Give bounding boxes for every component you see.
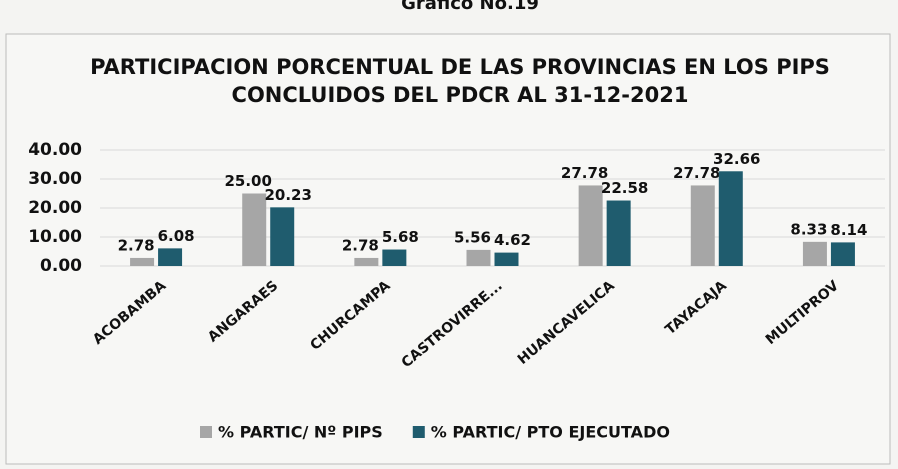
value-label: 27.78 [561, 164, 608, 182]
value-label: 32.66 [713, 150, 760, 168]
value-label: 27.78 [673, 164, 720, 182]
value-label: 6.08 [158, 227, 195, 245]
y-tick-label: 20.00 [28, 198, 82, 218]
value-label: 4.62 [494, 231, 531, 249]
bar [802, 241, 827, 266]
value-label: 20.23 [264, 186, 311, 204]
value-label: 25.00 [224, 172, 271, 190]
legend-swatch [200, 426, 212, 438]
bar [718, 171, 743, 266]
chart-title: PARTICIPACION PORCENTUAL DE LAS PROVINCI… [90, 55, 830, 79]
bar [494, 252, 519, 266]
bar [130, 257, 155, 266]
y-tick-label: 10.00 [28, 227, 82, 247]
bar [242, 193, 267, 266]
bar [830, 242, 855, 266]
bar [270, 207, 295, 266]
value-label: 5.68 [382, 228, 419, 246]
value-label: 5.56 [454, 228, 491, 246]
value-label: 2.78 [342, 236, 379, 254]
y-tick-label: 30.00 [28, 169, 82, 189]
bar [578, 185, 603, 266]
bar [354, 257, 379, 266]
bar [382, 249, 407, 266]
legend-swatch [412, 426, 425, 438]
bar [606, 200, 631, 266]
legend-label: % PARTIC/ PTO EJECUTADO [431, 423, 670, 442]
bar [158, 248, 183, 266]
bar [466, 249, 491, 266]
chart-subtitle: CONCLUIDOS DEL PDCR AL 31-12-2021 [232, 83, 689, 107]
bar [690, 185, 715, 266]
value-label: 8.33 [790, 220, 827, 238]
legend-label: % PARTIC/ Nº PIPS [218, 423, 383, 442]
y-tick-label: 0.00 [40, 256, 82, 276]
value-label: 8.14 [830, 221, 867, 239]
header: Grafico No.19 [401, 0, 539, 14]
value-label: 22.58 [601, 179, 648, 197]
y-tick-label: 40.00 [28, 140, 82, 160]
value-label: 2.78 [118, 236, 155, 254]
